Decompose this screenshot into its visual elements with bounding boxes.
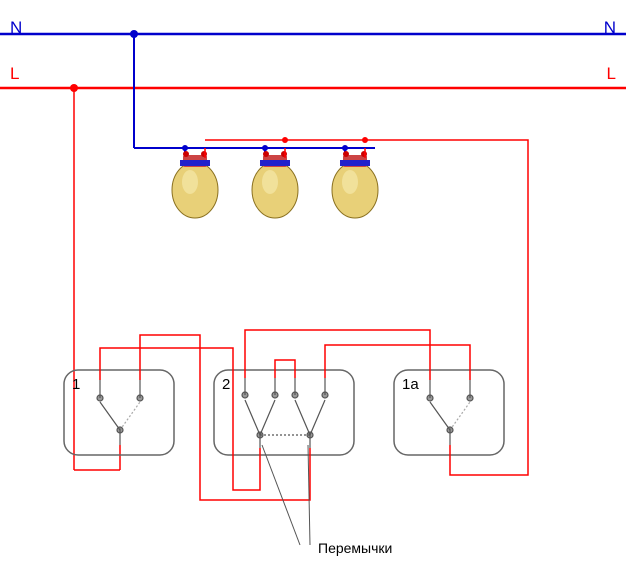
label-switch-1a: 1a <box>402 376 419 393</box>
label-N-right: N <box>604 18 616 38</box>
jumper-pointer-1 <box>262 445 300 545</box>
lamp-2 <box>252 151 298 218</box>
lamp-3 <box>332 151 378 218</box>
switch-1a-contacts <box>427 380 473 445</box>
traveler-2-1a-a <box>245 330 430 380</box>
junction-live <box>70 84 78 92</box>
jumper-1 <box>275 360 295 378</box>
switch-1-contacts <box>97 380 143 445</box>
switch-2-contacts <box>242 378 328 448</box>
junction-neutral <box>130 30 138 38</box>
label-L-left: L <box>10 64 19 84</box>
lamp-1 <box>172 151 218 218</box>
circuit-diagram <box>0 0 626 583</box>
switch-2-box <box>214 370 354 455</box>
label-L-right: L <box>607 64 616 84</box>
label-switch-1: 1 <box>72 376 80 393</box>
switch-1-box <box>64 370 174 455</box>
label-jumpers: Перемычки <box>318 540 392 556</box>
label-N-left: N <box>10 18 22 38</box>
label-switch-2: 2 <box>222 376 230 393</box>
